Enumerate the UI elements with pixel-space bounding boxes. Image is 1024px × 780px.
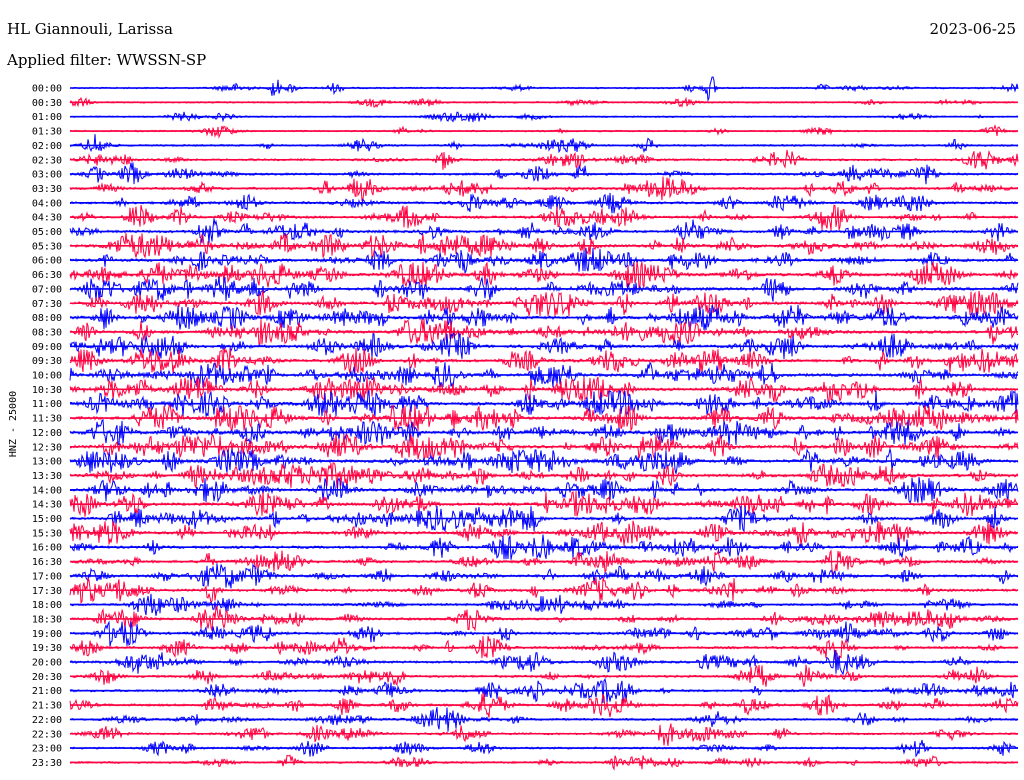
time-tick-label: 00:30 bbox=[32, 98, 62, 109]
time-tick-label: 12:00 bbox=[32, 428, 62, 439]
trace-line bbox=[69, 261, 1019, 289]
trace-line bbox=[69, 134, 1019, 154]
y-axis-label: HNZ - 25000 bbox=[8, 391, 19, 457]
trace-rows: 00:00 00:30 01:00 01:30 02:00 02:30 03:00 03:30… bbox=[32, 76, 1019, 771]
time-tick-label: 18:30 bbox=[32, 614, 62, 625]
filter-label: Applied filter: WWSSN-SP bbox=[7, 51, 207, 69]
time-tick-label: 02:30 bbox=[32, 155, 62, 166]
trace-line bbox=[69, 218, 1019, 244]
trace-line bbox=[69, 361, 1019, 388]
time-tick-label: 21:30 bbox=[32, 701, 62, 712]
time-tick-label: 16:00 bbox=[32, 543, 62, 554]
time-tick-label: 14:00 bbox=[32, 485, 62, 496]
trace-line bbox=[69, 233, 1019, 259]
time-tick-label: 09:00 bbox=[32, 342, 62, 353]
trace-line bbox=[69, 347, 1019, 374]
time-tick-label: 00:00 bbox=[32, 84, 62, 95]
time-tick-label: 04:00 bbox=[32, 198, 62, 209]
time-tick-label: 13:30 bbox=[32, 471, 62, 482]
time-tick-label: 06:00 bbox=[32, 256, 62, 267]
time-tick-label: 20:00 bbox=[32, 658, 62, 669]
time-tick-label: 22:30 bbox=[32, 729, 62, 740]
date-label: 2023-06-25 bbox=[929, 20, 1016, 38]
time-tick-label: 23:30 bbox=[32, 758, 62, 769]
time-tick-label: 05:30 bbox=[32, 241, 62, 252]
time-tick-label: 16:30 bbox=[32, 557, 62, 568]
time-tick-label: 07:00 bbox=[32, 284, 62, 295]
time-tick-label: 09:30 bbox=[32, 356, 62, 367]
trace-line bbox=[69, 304, 1019, 331]
trace-line bbox=[69, 723, 1019, 746]
time-tick-label: 11:30 bbox=[32, 414, 62, 425]
time-tick-label: 03:30 bbox=[32, 184, 62, 195]
time-tick-label: 23:00 bbox=[32, 744, 62, 755]
time-tick-label: 01:00 bbox=[32, 112, 62, 123]
time-tick-label: 19:00 bbox=[32, 629, 62, 640]
time-tick-label: 18:00 bbox=[32, 600, 62, 611]
trace-line bbox=[69, 491, 1019, 517]
time-tick-label: 22:00 bbox=[32, 715, 62, 726]
trace-line bbox=[69, 593, 1019, 616]
time-tick-label: 10:30 bbox=[32, 385, 62, 396]
time-tick-label: 11:00 bbox=[32, 399, 62, 410]
trace-line bbox=[69, 247, 1019, 275]
time-tick-label: 10:00 bbox=[32, 371, 62, 382]
time-tick-label: 04:30 bbox=[32, 213, 62, 224]
time-tick-label: 21:00 bbox=[32, 686, 62, 697]
time-tick-label: 17:00 bbox=[32, 571, 62, 582]
station-title: HL Giannouli, Larissa bbox=[7, 20, 173, 38]
time-tick-label: 01:30 bbox=[32, 127, 62, 138]
time-tick-label: 08:00 bbox=[32, 313, 62, 324]
time-tick-label: 08:30 bbox=[32, 327, 62, 338]
time-tick-label: 20:30 bbox=[32, 672, 62, 683]
time-tick-label: 17:30 bbox=[32, 586, 62, 597]
time-tick-label: 03:00 bbox=[32, 170, 62, 181]
trace-line bbox=[69, 418, 1019, 446]
time-tick-label: 15:00 bbox=[32, 514, 62, 525]
trace-line bbox=[69, 447, 1019, 474]
time-tick-label: 15:30 bbox=[32, 528, 62, 539]
trace-line bbox=[69, 276, 1019, 302]
time-tick-label: 12:30 bbox=[32, 442, 62, 453]
time-tick-label: 06:30 bbox=[32, 270, 62, 281]
time-tick-label: 05:00 bbox=[32, 227, 62, 238]
time-tick-label: 13:00 bbox=[32, 457, 62, 468]
time-tick-label: 02:00 bbox=[32, 141, 62, 152]
trace-line bbox=[69, 162, 1019, 185]
time-tick-label: 19:30 bbox=[32, 643, 62, 654]
time-tick-label: 07:30 bbox=[32, 299, 62, 310]
time-tick-label: 14:30 bbox=[32, 500, 62, 511]
